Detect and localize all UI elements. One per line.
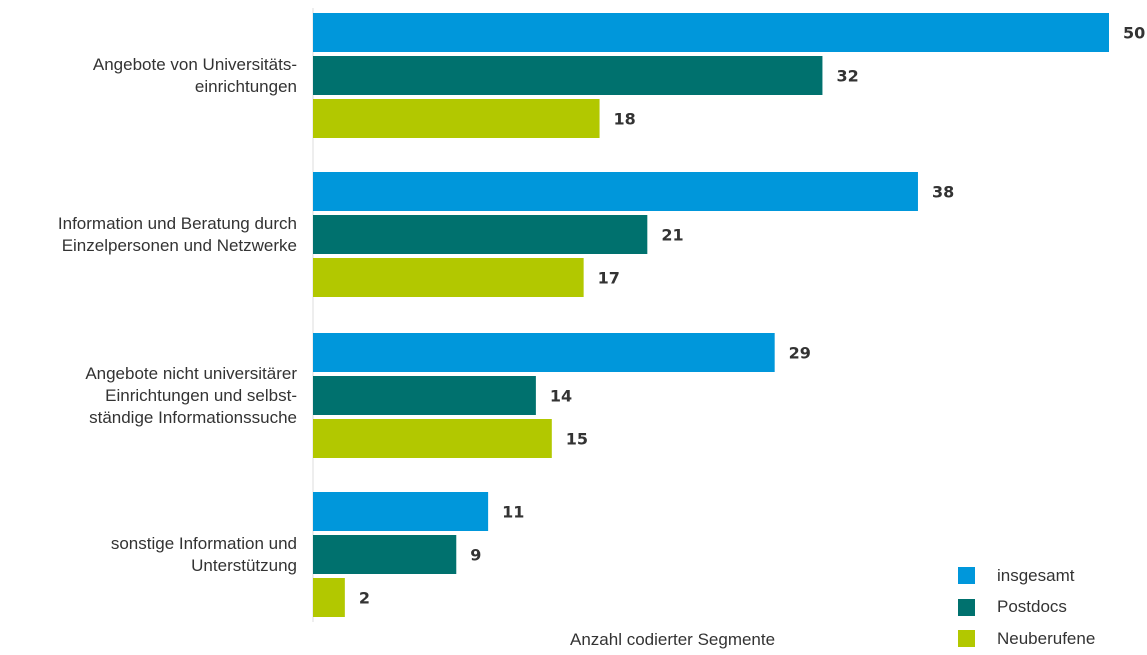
legend-item-neuberufene: Neuberufene [958, 623, 1095, 655]
category-label-line: Einrichtungen und selbst- [105, 385, 297, 405]
data-label-insgesamt-3: 29 [789, 344, 811, 363]
bar-neuberufene-2 [313, 258, 584, 297]
legend: insgesamt Postdocs Neuberufene [958, 560, 1095, 655]
bar-insgesamt-2 [313, 172, 918, 211]
data-label-neuberufene-1: 18 [614, 110, 636, 129]
bar-neuberufene-3 [313, 419, 552, 458]
legend-item-postdocs: Postdocs [958, 592, 1095, 624]
legend-swatch [958, 598, 975, 616]
category-label-line: einrichtungen [194, 76, 297, 96]
bar-insgesamt-3 [313, 333, 775, 372]
legend-item-insgesamt: insgesamt [958, 560, 1095, 592]
bar-postdocs-1 [313, 56, 823, 95]
category-label-line: Unterstützung [191, 555, 297, 575]
category-label-line: sonstige Information und [110, 533, 297, 553]
bar-neuberufene-1 [313, 99, 600, 138]
legend-swatch [958, 630, 975, 648]
legend-label: insgesamt [997, 565, 1075, 585]
category-label-2: Information und Beratung durch Einzelpers… [0, 213, 297, 257]
data-label-postdocs-1: 32 [836, 67, 858, 86]
data-label-postdocs-4: 9 [470, 546, 481, 565]
bar-neuberufene-4 [313, 578, 345, 617]
category-label-3: Angebote nicht universitärer Einrichtunge… [0, 363, 297, 429]
legend-swatch [958, 567, 975, 585]
category-label-line: Information und Beratung durch [57, 213, 297, 233]
data-label-insgesamt-1: 50 [1123, 24, 1145, 43]
bar-insgesamt-4 [313, 492, 489, 531]
legend-label: Neuberufene [997, 628, 1096, 648]
category-label-line: Angebote von Universitäts- [92, 54, 297, 74]
category-label-line: Einzelpersonen und Netzwerke [61, 235, 297, 255]
data-label-insgesamt-2: 38 [932, 183, 954, 202]
legend-label: Postdocs [997, 597, 1067, 617]
data-label-neuberufene-2: 17 [598, 269, 620, 288]
data-label-neuberufene-4: 2 [359, 589, 370, 608]
data-label-neuberufene-3: 15 [566, 430, 588, 449]
category-label-line: ständige Informationssuche [89, 407, 297, 427]
category-label-1: Angebote von Universitäts-einrichtungen [0, 54, 297, 98]
bar-postdocs-2 [313, 215, 648, 254]
bar-insgesamt-1 [313, 13, 1109, 52]
bar-postdocs-4 [313, 535, 457, 574]
x-axis-label: Anzahl codierter Segmente [570, 630, 776, 649]
data-label-insgesamt-4: 11 [502, 503, 524, 522]
category-label-line: Angebote nicht universitärer [85, 363, 297, 383]
category-label-4: sonstige Information und Unterstützung [0, 533, 297, 577]
data-label-postdocs-2: 21 [661, 226, 683, 245]
data-label-postdocs-3: 14 [550, 387, 572, 406]
bar-postdocs-3 [313, 376, 536, 415]
